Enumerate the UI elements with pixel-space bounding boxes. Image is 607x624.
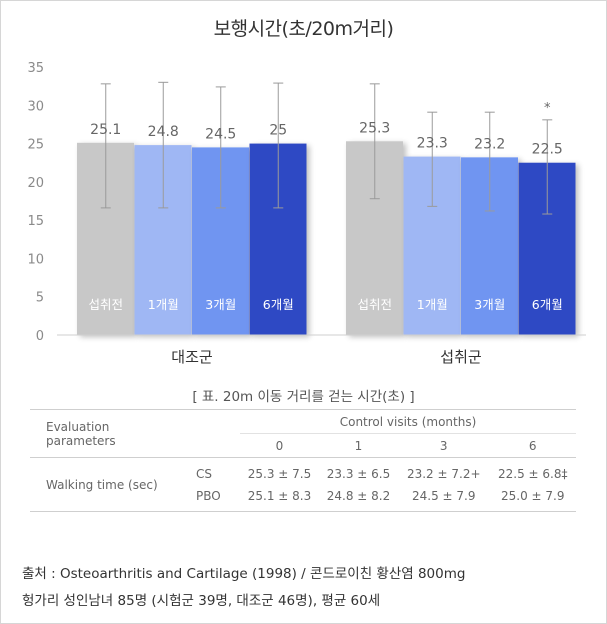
month-header: 3 — [398, 433, 490, 458]
month-header: 6 — [489, 433, 576, 458]
y-tick-label: 5 — [36, 291, 44, 306]
walking-time-table: Evaluation parameters Control visits (mo… — [30, 409, 576, 512]
bar-category-label: 섭취전 — [357, 297, 392, 312]
chart-title: 보행시간(초/20m거리) — [213, 18, 394, 40]
value-label: 25.1 — [90, 122, 121, 138]
bar-chart: 0 5 10 15 20 25 30 35 25.1 섭취전 24.8 1개월 24.5 3개월 25 6개… — [27, 61, 586, 366]
source-line-2: 헝가리 성인남녀 85명 (시험군 39명, 대조군 46명), 평균 60세 — [22, 593, 381, 609]
pbo-value: 24.8 ± 8.2 — [326, 488, 391, 503]
significance-asterisk: * — [544, 101, 551, 116]
bar-category-label: 6개월 — [263, 297, 294, 312]
cs-value: 23.2 ± 7.2+ — [406, 466, 481, 481]
y-tick-label: 35 — [27, 61, 44, 76]
month-header: 1 — [319, 433, 398, 458]
pbo-value: 25.1 ± 8.3 — [247, 488, 312, 503]
visits-header: Control visits (months) — [240, 409, 576, 434]
y-tick-label: 20 — [27, 176, 44, 191]
value-label: 25 — [269, 123, 287, 139]
month-header: 0 — [240, 433, 319, 458]
y-axis: 0 5 10 15 20 25 30 35 — [27, 61, 44, 344]
group-label: 섭취군 — [440, 348, 482, 366]
group-label: 대조군 — [171, 348, 213, 366]
y-tick-label: 25 — [27, 138, 44, 153]
bar-category-label: 3개월 — [205, 297, 236, 312]
value-label: 22.5 — [532, 142, 563, 158]
pbo-value: 24.5 ± 7.9 — [412, 488, 476, 503]
bar-category-label: 섭취전 — [88, 297, 123, 312]
table-caption: [ 표. 20m 이동 거리를 걷는 시간(초) ] — [192, 389, 415, 405]
y-tick-label: 0 — [36, 329, 44, 344]
group-label-pbo: PBO — [196, 488, 221, 503]
y-tick-label: 10 — [27, 252, 44, 267]
pbo-value: 25.0 ± 7.9 — [501, 488, 565, 503]
source-line-1: 출처 : Osteoarthritis and Cartilage (1998)… — [22, 566, 466, 582]
source-note: 출처 : Osteoarthritis and Cartilage (1998)… — [22, 561, 465, 615]
cs-value: 22.5 ± 6.8‡ — [498, 466, 568, 481]
y-tick-label: 30 — [27, 99, 44, 114]
bar-category-label: 3개월 — [474, 297, 505, 312]
param-header: Evaluation parameters — [30, 409, 196, 458]
value-label: 24.8 — [148, 124, 179, 140]
value-label: 23.3 — [417, 136, 448, 152]
y-tick-label: 15 — [27, 214, 44, 229]
cs-value: 23.3 ± 6.5 — [326, 466, 391, 481]
bar-category-label: 1개월 — [417, 297, 448, 312]
cs-value: 25.3 ± 7.5 — [247, 466, 312, 481]
value-label: 24.5 — [205, 126, 236, 142]
value-label: 25.3 — [359, 120, 390, 136]
bar-category-label: 1개월 — [148, 297, 179, 312]
group-label-cs: CS — [196, 466, 212, 481]
row-label: Walking time (sec) — [30, 457, 196, 512]
bar-category-label: 6개월 — [532, 297, 563, 312]
value-label: 23.2 — [474, 136, 505, 152]
